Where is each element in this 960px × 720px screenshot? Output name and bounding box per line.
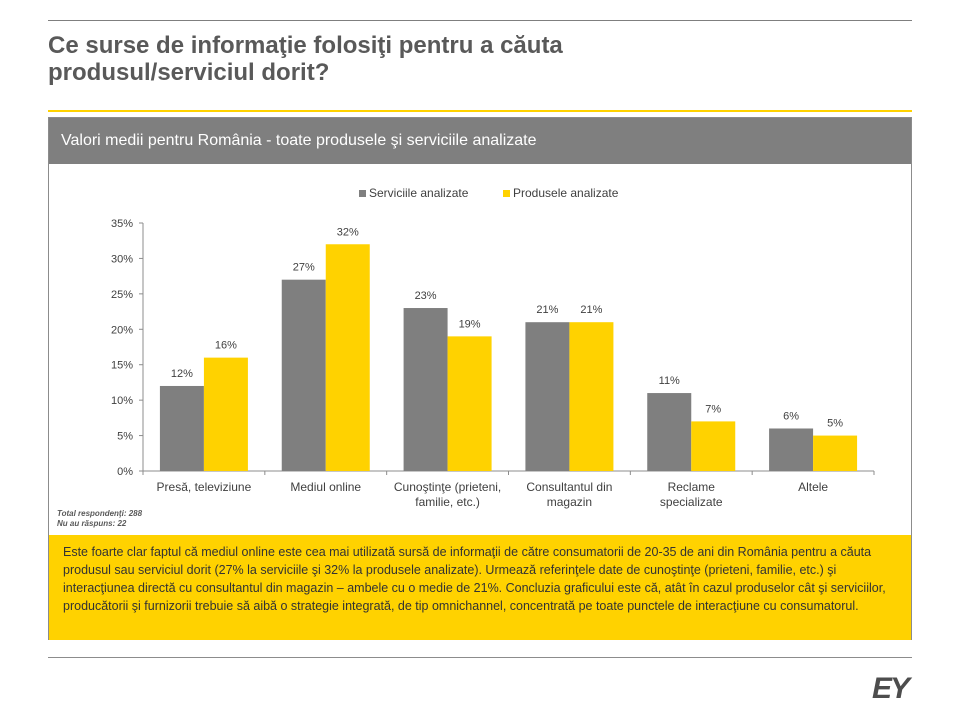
y-tick-label: 0%	[117, 466, 133, 478]
footnote-no-answer: Nu au răspuns: 22	[57, 519, 127, 528]
title-underline	[48, 110, 912, 112]
y-tick-label: 15%	[111, 360, 133, 372]
bar-products	[203, 357, 248, 471]
title-line-2: produsul/serviciul dorit?	[48, 59, 330, 86]
bar-services	[159, 385, 204, 471]
x-category-label: Mediul online	[290, 480, 361, 494]
x-category-label: magazin	[547, 495, 592, 509]
bar-services	[281, 279, 326, 471]
bar-services	[403, 308, 448, 471]
x-category-label: Reclame	[668, 480, 716, 494]
panel-header: Valori medii pentru România - toate prod…	[49, 118, 911, 164]
x-category-label: specializate	[660, 495, 723, 509]
x-category-label: Presă, televiziune	[157, 480, 252, 494]
footnote: Total respondenţi: 288 Nu au răspuns: 22	[57, 509, 142, 529]
legend-label: Serviciile analizate	[369, 186, 469, 200]
y-tick-label: 35%	[111, 218, 133, 230]
x-category-label: Cunoştinţe (prieteni,	[394, 480, 501, 494]
data-label: 5%	[827, 418, 843, 430]
data-label: 21%	[536, 304, 558, 316]
bar-chart: 0% 5% 10% 15% 20% 25% 30% 35% 12% 16% Presă, telev…	[111, 186, 875, 509]
slide-title: Ce surse de informaţie folosiţi pentru a…	[48, 32, 748, 86]
data-label: 16%	[215, 340, 237, 352]
footnote-respondents: Total respondenţi: 288	[57, 509, 143, 518]
data-label: 21%	[580, 304, 602, 316]
x-category-label: Altele	[798, 480, 828, 494]
data-label: 7%	[705, 403, 721, 415]
y-tick-label: 10%	[111, 395, 133, 407]
data-label: 19%	[459, 318, 481, 330]
x-category-label: familie, etc.)	[415, 495, 480, 509]
ey-logo: EY	[872, 672, 910, 705]
x-category-label: Consultantul din	[526, 480, 612, 494]
bar-products	[325, 244, 370, 471]
data-label: 6%	[783, 410, 799, 422]
bar-services	[647, 393, 692, 471]
bar-services	[525, 322, 570, 471]
bar-services	[769, 428, 814, 471]
bar-products	[691, 421, 736, 471]
top-rule	[48, 20, 912, 21]
legend-label: Produsele analizate	[513, 186, 619, 200]
y-tick-label: 30%	[111, 253, 133, 265]
data-label: 12%	[171, 368, 193, 380]
y-tick-label: 20%	[111, 324, 133, 336]
legend-swatch-products	[503, 190, 510, 197]
data-label: 23%	[415, 290, 437, 302]
data-label: 27%	[293, 262, 315, 274]
title-line-1: Ce surse de informaţie folosiţi pentru a…	[48, 32, 563, 59]
legend-swatch-services	[359, 190, 366, 197]
bar-products	[813, 435, 858, 471]
y-tick-label: 5%	[117, 431, 133, 443]
data-label: 11%	[659, 375, 680, 387]
bar-products	[447, 336, 492, 471]
summary-box: Este foarte clar faptul că mediul online…	[49, 535, 911, 640]
y-tick-label: 25%	[111, 289, 133, 301]
bottom-rule	[48, 657, 912, 658]
data-label: 32%	[337, 226, 359, 238]
bar-products	[569, 322, 614, 471]
